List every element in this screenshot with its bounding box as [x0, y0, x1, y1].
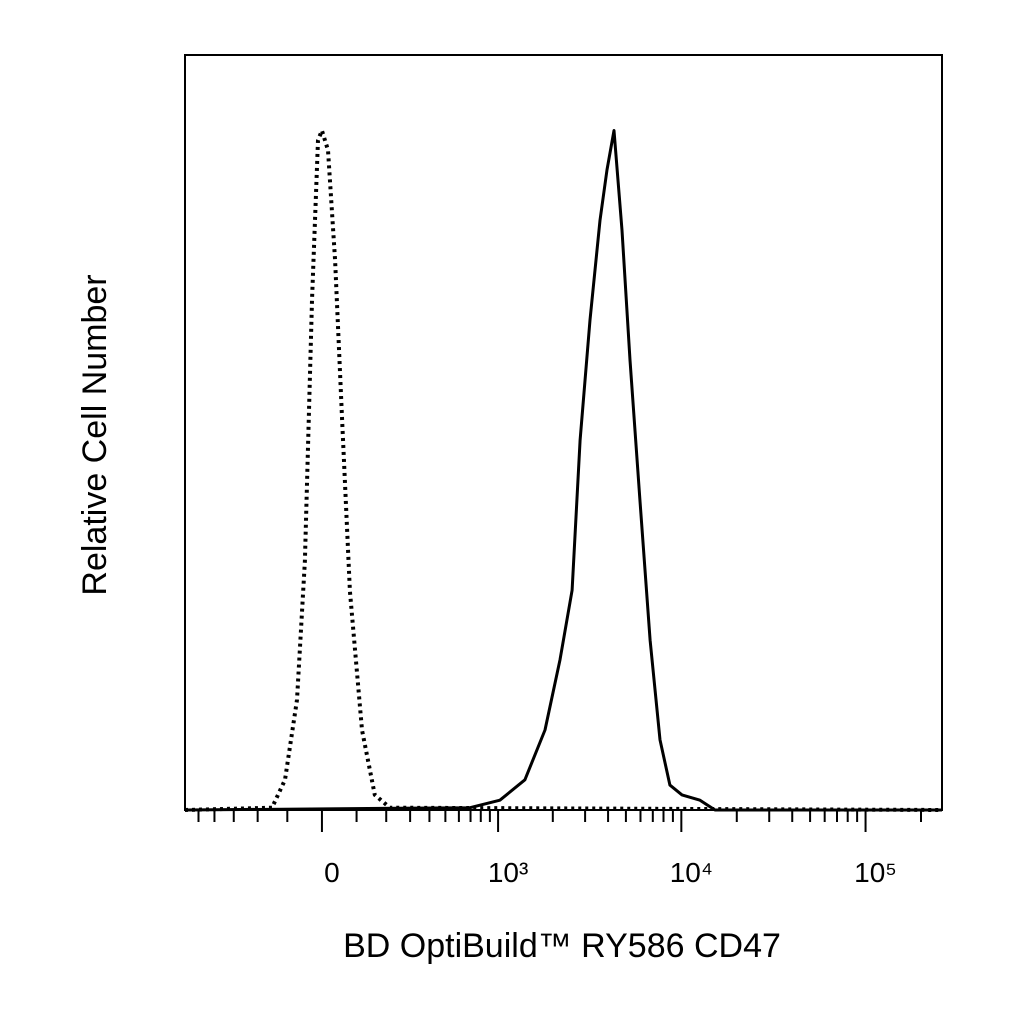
x-tick-label: 10⁴	[670, 857, 713, 888]
x-tick-label: 10⁵	[854, 857, 897, 888]
histogram-line	[184, 128, 943, 812]
x-tick-label: 10³	[488, 857, 528, 888]
x-axis-label: BD OptiBuild™ RY586 CD47	[343, 927, 781, 965]
histogram-line	[184, 129, 942, 812]
y-axis-label: Relative Cell Number	[76, 274, 114, 595]
x-tick-label: 0	[324, 857, 340, 888]
plot-frame	[184, 54, 943, 811]
